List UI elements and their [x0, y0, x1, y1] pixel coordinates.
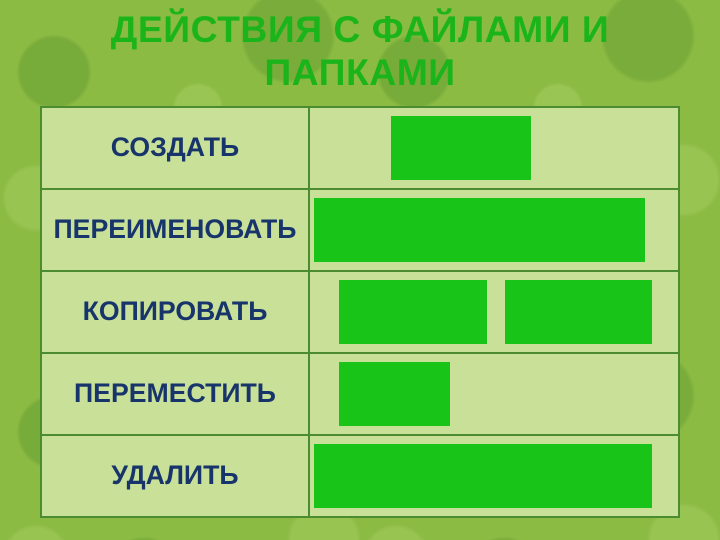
mask-boxes	[310, 190, 678, 270]
action-value-cell	[309, 353, 679, 435]
mask-box	[314, 198, 645, 262]
action-label-cell: КОПИРОВАТЬ	[41, 271, 309, 353]
mask-boxes	[310, 272, 678, 352]
mask-box	[505, 280, 652, 344]
action-label-cell: ПЕРЕМЕСТИТЬ	[41, 353, 309, 435]
table-row: ПЕРЕИМЕНОВАТЬ	[41, 189, 679, 271]
slide: ДЕЙСТВИЯ С ФАЙЛАМИ И ПАПКАМИ СОЗДАТЬПЕРЕ…	[0, 0, 720, 540]
mask-boxes	[310, 108, 678, 188]
actions-table: СОЗДАТЬПЕРЕИМЕНОВАТЬКОПИРОВАТЬПЕРЕМЕСТИТ…	[40, 106, 680, 518]
slide-title: ДЕЙСТВИЯ С ФАЙЛАМИ И ПАПКАМИ	[40, 8, 680, 94]
table-row: СОЗДАТЬ	[41, 107, 679, 189]
action-value-cell	[309, 189, 679, 271]
mask-box	[339, 280, 486, 344]
action-value-cell	[309, 271, 679, 353]
action-label-cell: УДАЛИТЬ	[41, 435, 309, 517]
table-row: УДАЛИТЬ	[41, 435, 679, 517]
action-label-cell: ПЕРЕИМЕНОВАТЬ	[41, 189, 309, 271]
table-row: ПЕРЕМЕСТИТЬ	[41, 353, 679, 435]
action-value-cell	[309, 435, 679, 517]
mask-boxes	[310, 354, 678, 434]
mask-box	[339, 362, 449, 426]
mask-boxes	[310, 436, 678, 516]
table-row: КОПИРОВАТЬ	[41, 271, 679, 353]
action-value-cell	[309, 107, 679, 189]
mask-box	[314, 444, 653, 508]
mask-box	[391, 116, 531, 180]
action-label-cell: СОЗДАТЬ	[41, 107, 309, 189]
